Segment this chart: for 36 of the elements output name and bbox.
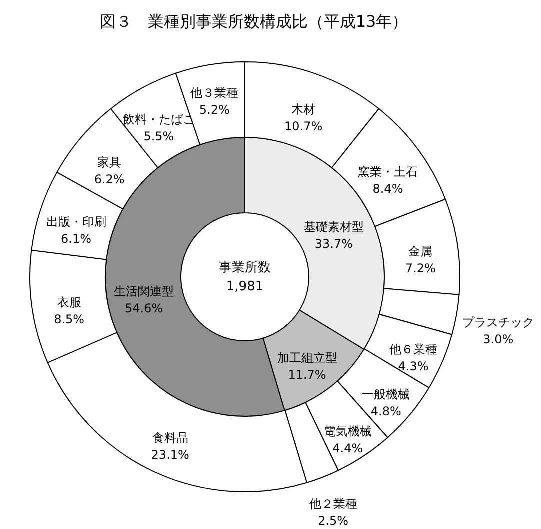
data-label: 4.3%	[398, 360, 429, 374]
data-label: 2.5%	[318, 514, 349, 528]
data-label: 4.4%	[332, 441, 364, 456]
slice-label: プラスチック	[462, 316, 534, 330]
slice-label: 他３業種	[190, 86, 239, 100]
slice-label: 家具	[98, 155, 122, 170]
data-label: 5.2%	[199, 102, 230, 117]
slice-label: 木材	[292, 102, 316, 116]
slice-label: 金属	[408, 244, 433, 259]
slice-label: 一般機械	[362, 387, 410, 402]
slice-label: 基礎素材型	[304, 220, 364, 234]
data-label: 7.2%	[405, 262, 436, 276]
data-label: 10.7%	[284, 119, 323, 134]
text: 事業所数	[219, 260, 271, 276]
data-label: 23.1%	[151, 448, 190, 462]
slice-label: 電気機械	[324, 424, 372, 438]
slice-label: 加工組立型	[277, 350, 338, 365]
slice-label: 他６業種	[389, 342, 438, 357]
data-label: 6.1%	[61, 232, 92, 246]
data-label: 54.6%	[125, 302, 164, 316]
data-label: 4.8%	[370, 404, 402, 418]
text: 1,981	[226, 280, 264, 294]
slice-label: 他２業種	[309, 496, 358, 511]
data-label: 8.5%	[54, 312, 85, 326]
data-label: 3.0%	[483, 332, 514, 346]
data-label: 5.5%	[144, 129, 174, 144]
data-label: 8.4%	[372, 182, 404, 196]
data-label: 11.7%	[288, 368, 326, 382]
data-label: 6.2%	[94, 172, 125, 186]
data-label: 33.7%	[314, 237, 353, 252]
slice-label: 食料品	[152, 431, 188, 446]
chart-title: 図３ 業種別事業所数構成比（平成13年）	[100, 12, 408, 31]
slice-label: 衣服	[57, 295, 82, 310]
slice-label: 生活関連型	[114, 284, 174, 299]
slice-label: 出版・印刷	[46, 214, 106, 229]
slice-label: 窯業・土石	[358, 164, 418, 179]
